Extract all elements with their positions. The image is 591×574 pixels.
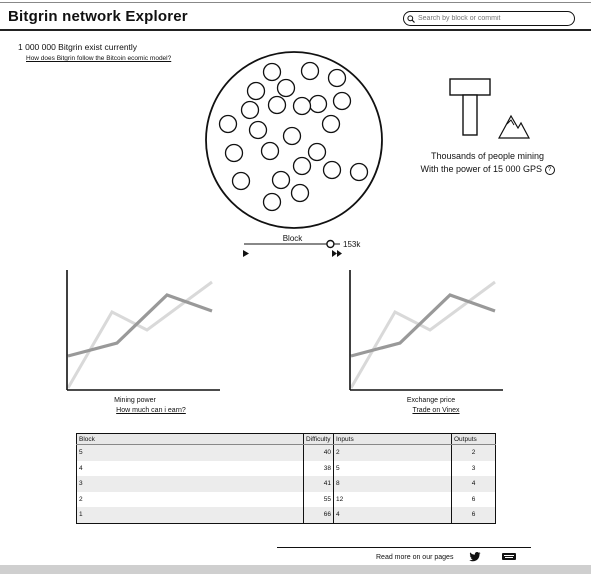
twitter-icon[interactable] [469,552,481,562]
block-slider-value: 153k [343,240,361,249]
search-input[interactable] [415,15,563,22]
table-row[interactable]: 4 38 5 3 [76,460,496,476]
coin-circle [308,94,328,114]
coin-circle [271,170,291,190]
help-icon[interactable]: ? [544,164,555,175]
header-inputs: Inputs [333,433,452,445]
top-border [0,2,591,3]
coin-circle [290,183,310,203]
coin-circle [307,142,327,162]
miner-icon [449,78,530,139]
table-row[interactable]: 3 41 8 4 [76,476,496,492]
cell-outputs: 6 [451,507,496,523]
coin-circle [292,156,312,176]
header-outputs: Outputs [451,433,496,445]
cell-block: 3 [76,476,304,492]
search-box[interactable] [403,11,575,26]
coin-circle [282,126,302,146]
coin-circle [322,160,342,180]
coin-circle [300,61,320,81]
play-icon[interactable] [243,250,249,257]
cell-difficulty: 40 [303,444,334,461]
coin-circle [224,143,244,163]
coin-circle [218,114,238,134]
mining-power-label: Mining power [114,397,156,404]
footer-text: Read more on our pages [376,554,454,561]
slider-handle[interactable] [326,239,335,249]
cell-outputs: 2 [451,444,496,461]
cell-difficulty: 41 [303,476,334,492]
economic-model-link[interactable]: How does Bitgrin follow the Bitcoin ecom… [26,55,172,62]
cell-inputs: 8 [333,476,452,492]
miners-description: Thousands of people mining With the powe… [400,150,575,176]
trade-link[interactable]: Trade on Vinex [412,407,460,414]
coin-circle [262,192,282,212]
cell-difficulty: 66 [303,507,334,523]
table-row[interactable]: 2 55 12 6 [76,491,496,507]
table-row[interactable]: 5 40 2 2 [76,444,496,461]
earnings-link[interactable]: How much can i earn? [116,407,186,414]
coin-circle [292,96,312,116]
coin-circle [267,95,287,115]
miners-line-1: Thousands of people mining [430,151,545,161]
cell-inputs: 4 [333,507,452,523]
coin-circle [231,171,251,191]
blocks-table: Block Difficulty Inputs Outputs 5 40 2 2… [76,433,496,524]
coin-circle [260,141,280,161]
coin-circle [276,78,296,98]
coin-pool-illustration [205,51,383,229]
cell-outputs: 3 [471,464,476,472]
header-block: Block [76,433,304,445]
header-difficulty: Difficulty [303,433,334,445]
cell-block: 2 [76,491,304,507]
coin-circle [327,68,347,88]
search-icon [407,14,415,23]
cell-inputs: 2 [333,444,452,461]
cell-outputs: 4 [451,476,496,492]
coin-circle [248,120,268,140]
footer-divider [277,547,531,548]
coin-circle [349,162,369,182]
cell-difficulty: 38 [303,460,334,476]
coin-circle [321,114,341,134]
mining-power-chart [66,270,220,391]
block-slider-label: Block [282,234,303,243]
footer-bar [0,565,591,574]
medium-icon[interactable] [502,553,516,560]
coin-circle [332,91,352,111]
supply-text: 1 000 000 Bitgrin exist currently [18,42,138,52]
exchange-price-chart [349,270,503,391]
cell-inputs: 5 [333,460,452,476]
app-title: Bitgrin network Explorer [8,8,188,25]
coin-circle [246,81,266,101]
table-header-row: Block Difficulty Inputs Outputs [76,433,496,445]
cell-block: 4 [76,460,304,476]
cell-inputs: 12 [333,491,452,507]
cell-difficulty: 55 [303,491,334,507]
coin-circle [240,100,260,120]
block-slider[interactable] [240,236,344,260]
header-divider [0,29,591,31]
exchange-price-label: Exchange price [406,397,456,404]
cell-outputs: 6 [471,495,476,503]
cell-block: 1 [76,507,304,523]
coin-circle [262,62,282,82]
fast-forward-icon[interactable] [332,250,342,257]
cell-block: 5 [76,444,304,461]
miners-line-2: With the power of 15 000 GPS [420,164,543,174]
table-row[interactable]: 1 66 4 6 [76,507,496,523]
